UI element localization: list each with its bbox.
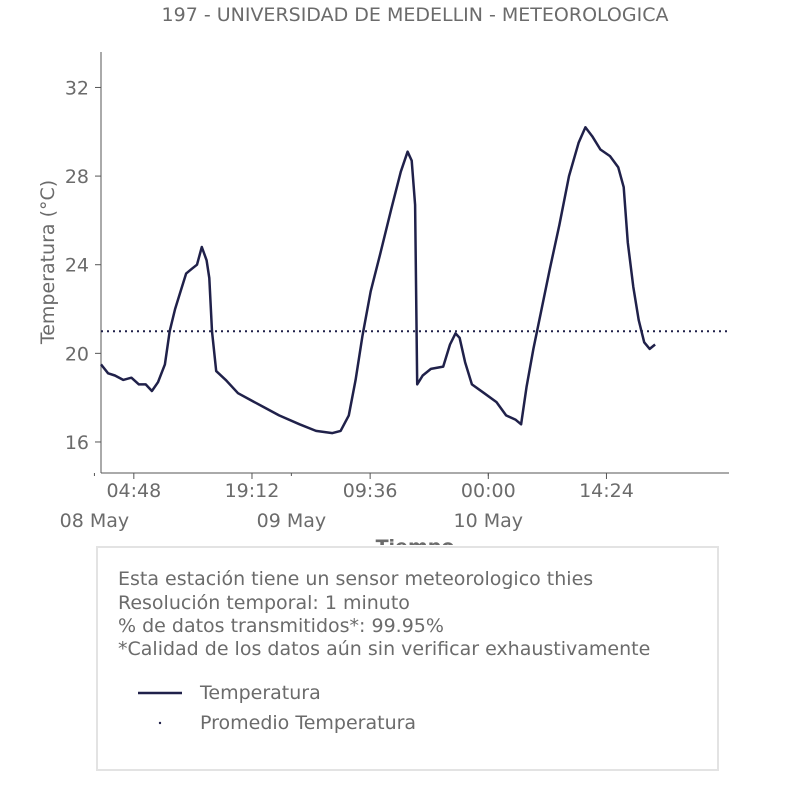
legend-swatch-dotted bbox=[158, 721, 162, 725]
series-temperatura bbox=[100, 126, 656, 435]
legend-label-temperatura: Temperatura bbox=[200, 682, 321, 704]
x-ticks: 04:48 19:12 09:36 00:00 14:24 08 May 09 May 10 … bbox=[60, 473, 634, 532]
x-date-label: 09 May bbox=[257, 510, 327, 532]
x-axis-label: Tiempo bbox=[376, 536, 455, 545]
y-tick-label: 20 bbox=[65, 343, 89, 365]
temperature-chart: 197 - UNIVERSIDAD DE MEDELLIN - METEOROL… bbox=[37, 4, 729, 545]
legend-item-temperatura: Temperatura bbox=[138, 681, 538, 705]
info-sensor-text: Esta estación tiene un sensor meteorolog… bbox=[118, 568, 594, 590]
y-ticks: 16 20 24 28 32 bbox=[65, 77, 101, 454]
x-tick-label: 09:36 bbox=[343, 480, 398, 502]
chart-title: 197 - UNIVERSIDAD DE MEDELLIN - METEOROL… bbox=[162, 4, 669, 26]
x-tick-label: 04:48 bbox=[106, 480, 161, 502]
info-resolution-text: Resolución temporal: 1 minuto bbox=[118, 592, 410, 614]
x-tick-label: 00:00 bbox=[461, 480, 516, 502]
x-date-label: 10 May bbox=[454, 510, 524, 532]
legend-label-promedio: Promedio Temperatura bbox=[200, 712, 417, 734]
legend-swatch-solid bbox=[138, 691, 182, 695]
y-axis-label: Temperatura (°C) bbox=[37, 180, 59, 345]
info-box: Esta estación tiene un sensor meteorolog… bbox=[96, 546, 719, 771]
info-transmitted-text: % de datos transmitidos*: 99.95% bbox=[118, 615, 444, 637]
series-layer bbox=[100, 126, 729, 435]
y-tick-label: 24 bbox=[65, 255, 89, 277]
legend-item-promedio: Promedio Temperatura bbox=[138, 711, 538, 735]
y-tick-label: 32 bbox=[65, 77, 89, 99]
x-tick-label: 14:24 bbox=[579, 480, 634, 502]
x-date-label: 08 May bbox=[60, 510, 130, 532]
y-tick-label: 16 bbox=[65, 432, 89, 454]
y-tick-label: 28 bbox=[65, 166, 89, 188]
info-quality-note: *Calidad de los datos aún sin verificar … bbox=[118, 638, 651, 660]
x-tick-label: 19:12 bbox=[225, 480, 280, 502]
